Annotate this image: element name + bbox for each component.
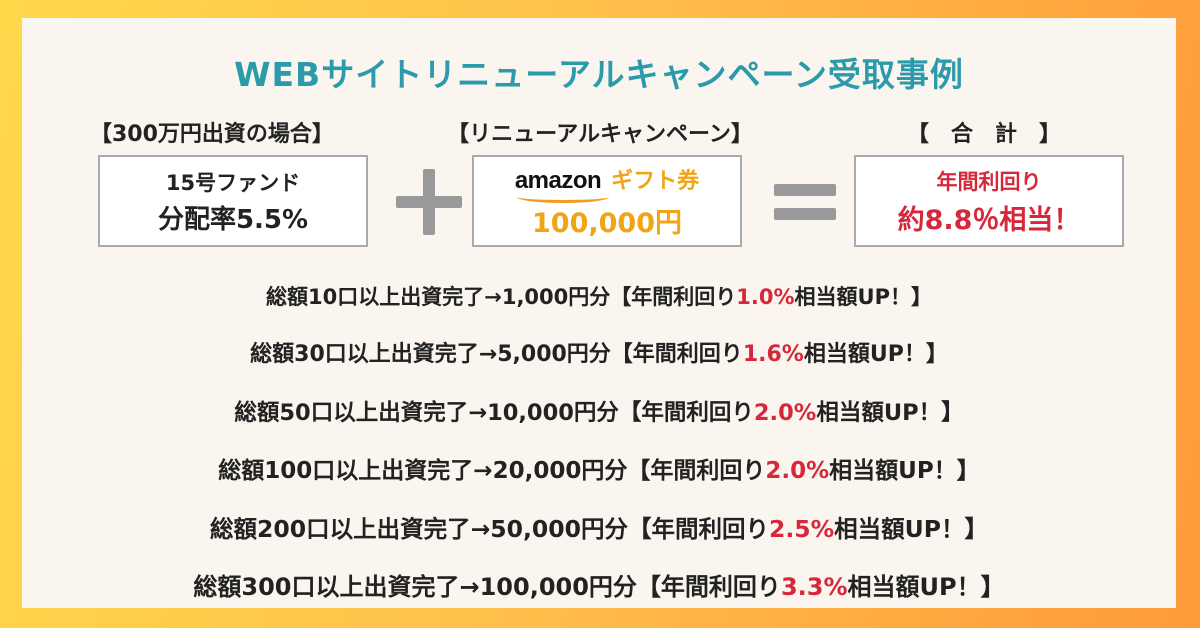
equals-icon xyxy=(774,184,836,196)
campaign-label: 【リニューアルキャンペーン】 xyxy=(447,122,753,147)
list-item: 総額300口以上出資完了→100,000円分【年間利回り3.3%相当額UP！】 xyxy=(193,573,1005,601)
amazon-logo: amazon xyxy=(515,167,609,203)
gift-box: amazon ギフト券 100,000円 xyxy=(472,155,742,247)
fund-name: 15号ファンド xyxy=(165,170,301,195)
gift-amount: 100,000円 xyxy=(532,207,682,239)
list-item: 総額50口以上出資完了→10,000円分【年間利回り2.0%相当額UP！】 xyxy=(234,400,964,426)
list-item: 総額10口以上出資完了→1,000円分【年間利回り1.0%相当額UP！】 xyxy=(266,285,932,309)
investment-label: 【300万円出資の場合】 xyxy=(90,122,334,147)
page-title: WEBサイトリニューアルキャンペーン受取事例 xyxy=(234,55,964,94)
list-item: 総額30口以上出資完了→5,000円分【年間利回り1.6%相当額UP！】 xyxy=(250,342,948,367)
gift-card-label: ギフト券 xyxy=(611,168,700,194)
total-value: 約8.8％相当！ xyxy=(897,204,1081,236)
reward-list: 総額10口以上出資完了→1,000円分【年間利回り1.0%相当額UP！】 総額3… xyxy=(22,268,1176,616)
total-box: 年間利回り 約8.8％相当！ xyxy=(854,155,1124,247)
amazon-smile-icon xyxy=(516,191,609,203)
content-panel: WEBサイトリニューアルキャンペーン受取事例 【300万円出資の場合】 【リニュ… xyxy=(22,18,1176,608)
fund-rate: 分配率5.5% xyxy=(157,204,309,235)
list-item: 総額100口以上出資完了→20,000円分【年間利回り2.0%相当額UP！】 xyxy=(218,458,980,484)
plus-icon xyxy=(423,169,435,235)
list-item: 総額200口以上出資完了→50,000円分【年間利回り2.5%相当額UP！】 xyxy=(210,515,988,543)
total-title: 年間利回り xyxy=(936,169,1042,194)
fund-box: 15号ファンド 分配率5.5% xyxy=(98,155,368,247)
total-label: 【 合 計 】 xyxy=(906,122,1061,147)
equals-icon-lower xyxy=(774,208,836,220)
